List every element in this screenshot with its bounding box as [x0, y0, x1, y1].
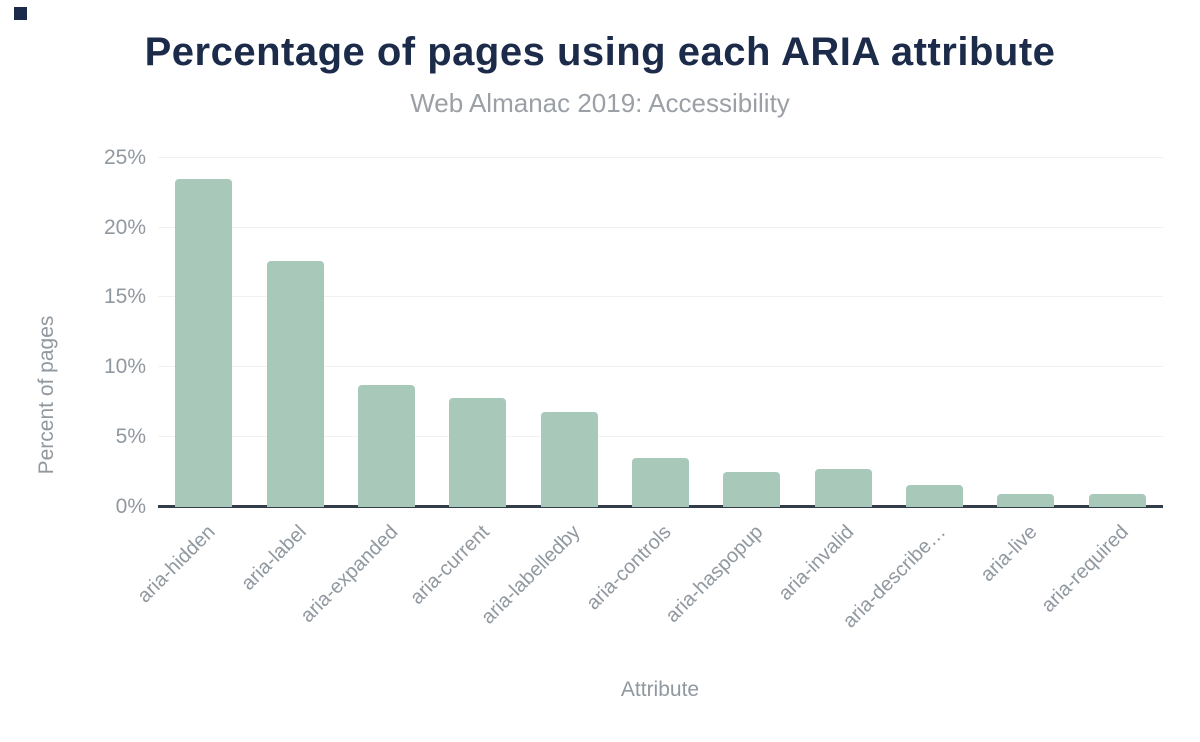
bar[interactable] — [723, 472, 781, 507]
gridline — [158, 366, 1163, 368]
bar-band: aria-required — [1037, 148, 1163, 617]
bar-band: aria-describe… — [839, 148, 980, 632]
bar-band: aria-invalid — [775, 148, 889, 605]
gridline — [158, 156, 1163, 158]
bars-row: aria-hidden aria-label aria-expanded aria-c… — [133, 148, 1163, 632]
bar[interactable] — [266, 261, 324, 507]
x-tick-label: aria-required — [1037, 521, 1133, 617]
plot-area: aria-hidden aria-label aria-expanded aria-c… — [133, 148, 1163, 632]
y-tick-label: 0% — [115, 495, 146, 518]
x-tick-label: aria-haspopup — [661, 521, 768, 627]
bar-band: aria-labelledby — [477, 148, 614, 629]
x-axis-title: Attribute — [620, 678, 700, 701]
bar[interactable] — [814, 469, 872, 507]
bar-band: aria-live — [976, 148, 1071, 586]
bar-band: aria-hidden — [133, 148, 249, 607]
bar[interactable] — [631, 458, 689, 507]
y-axis-tick-labels: 0% 5% 10% 15% 20% 25% — [0, 145, 146, 518]
y-tick-label: 5% — [115, 425, 146, 449]
bar-band: aria-label — [237, 148, 340, 595]
x-tick-label: aria-controls — [582, 521, 677, 615]
y-tick-label: 20% — [103, 215, 146, 239]
bar[interactable] — [906, 484, 964, 507]
bar[interactable] — [449, 398, 507, 507]
gridline — [158, 436, 1163, 438]
bar[interactable] — [357, 385, 415, 507]
bar[interactable] — [997, 494, 1055, 507]
x-tick-label: aria-current — [405, 521, 494, 609]
chart-subtitle: Web Almanac 2019: Accessibility — [410, 88, 790, 118]
gridline — [158, 296, 1163, 298]
bar[interactable] — [175, 178, 233, 507]
x-tick-label: aria-label — [236, 521, 311, 595]
x-tick-label: aria-live — [976, 521, 1042, 587]
x-tick-label: aria-expanded — [295, 521, 402, 627]
y-tick-label: 25% — [103, 145, 146, 169]
gridline — [158, 226, 1163, 228]
bar-band: aria-controls — [583, 148, 706, 614]
bar[interactable] — [1088, 494, 1146, 507]
bar[interactable] — [540, 412, 598, 507]
bar-band: aria-haspopup — [661, 148, 797, 627]
y-tick-label: 15% — [103, 285, 146, 309]
bar-band: aria-current — [405, 148, 523, 609]
x-tick-label: aria-invalid — [774, 521, 859, 605]
chart-title: Percentage of pages using each ARIA attr… — [144, 30, 1056, 74]
bar-band: aria-expanded — [296, 148, 432, 627]
y-tick-label: 10% — [103, 355, 146, 379]
logo-mark — [14, 7, 27, 20]
x-tick-label: aria-hidden — [132, 521, 220, 608]
